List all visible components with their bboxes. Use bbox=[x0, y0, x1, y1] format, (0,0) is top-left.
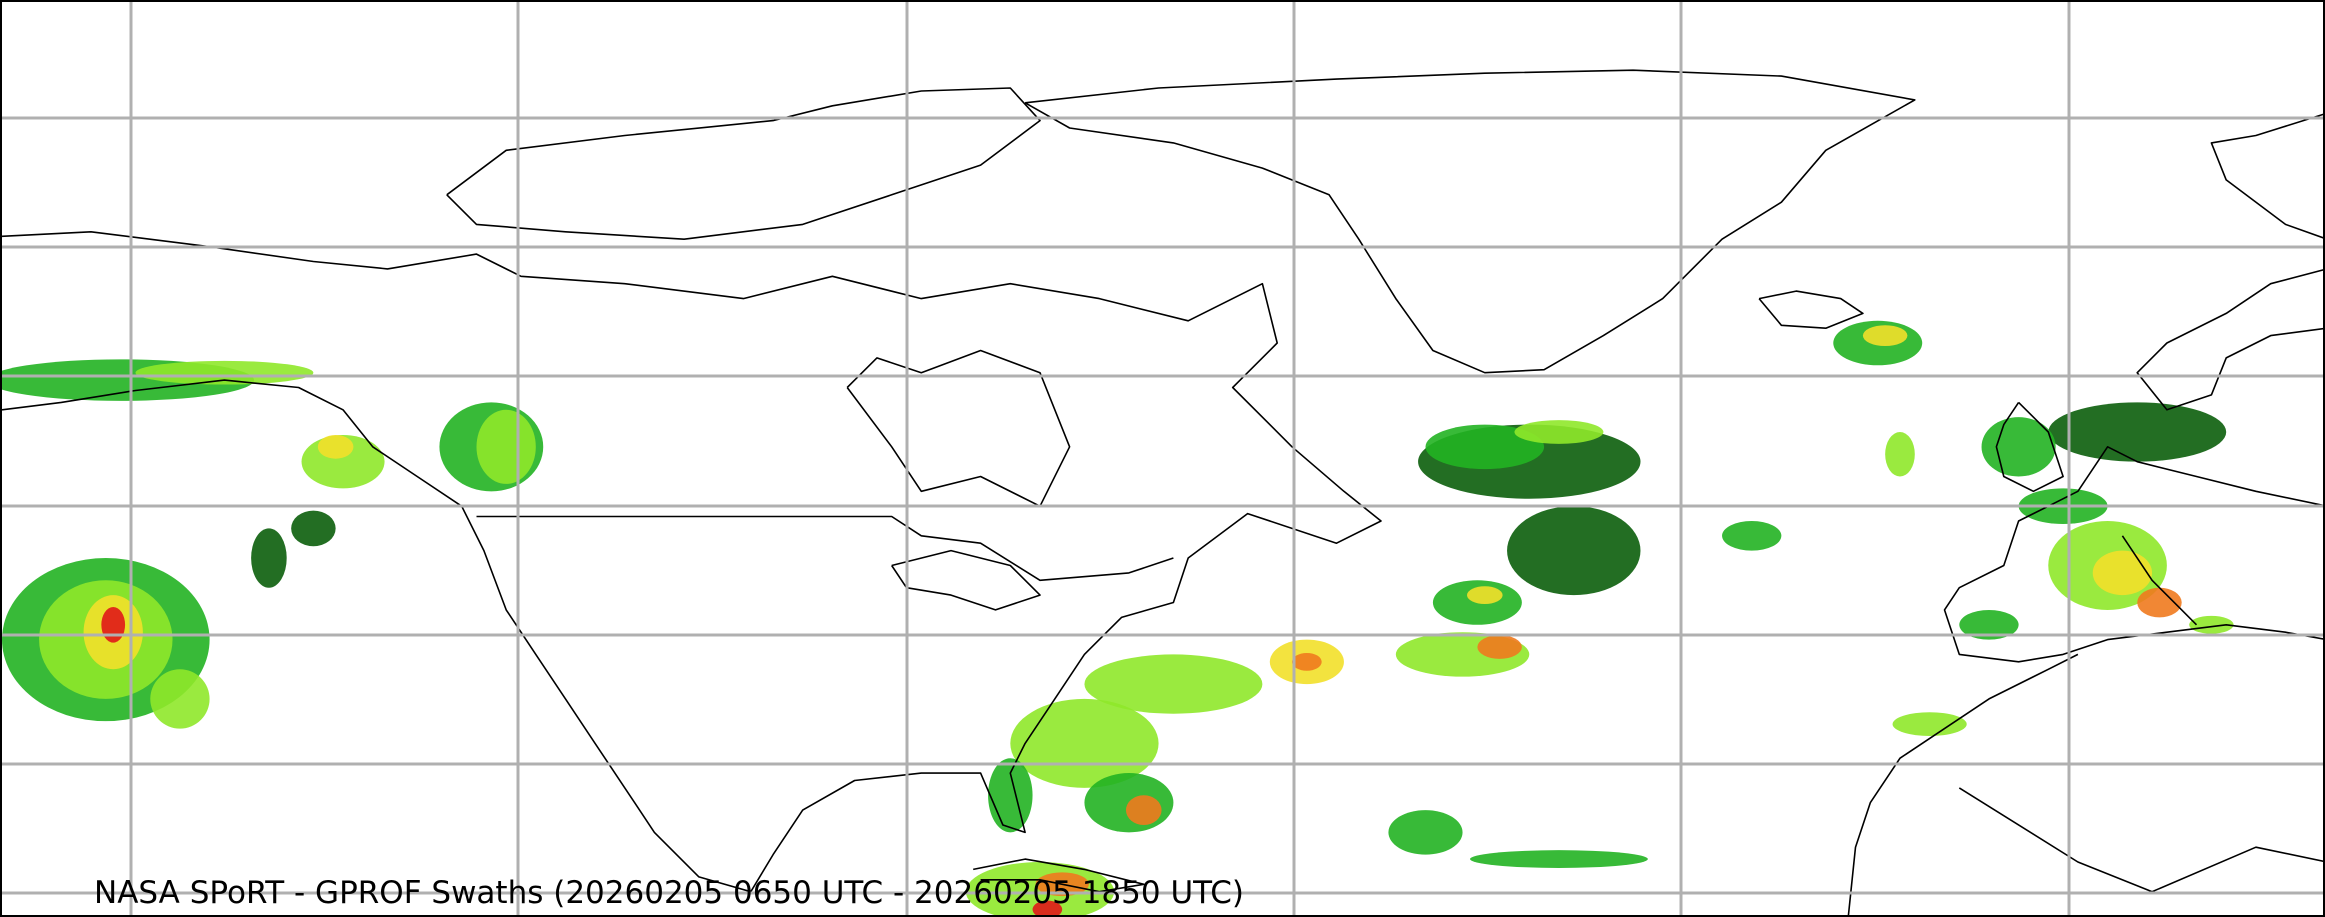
precip-cell bbox=[1477, 635, 1522, 659]
precip-cell bbox=[1425, 424, 1545, 470]
britain-coastline bbox=[1995, 401, 2064, 493]
north-america-coastline bbox=[2, 231, 1382, 893]
scandinavia-coastline bbox=[2136, 269, 2323, 411]
precip-cell bbox=[1084, 654, 1263, 714]
greenland-coastline bbox=[1024, 69, 1916, 374]
europe-africa-coastline bbox=[2210, 113, 2323, 239]
hudson-bay-coastline bbox=[846, 349, 1071, 507]
precip-cell bbox=[988, 758, 1033, 833]
precip-cell bbox=[1892, 712, 1967, 736]
sahara-borders-coastline bbox=[1958, 787, 2323, 893]
precip-cell bbox=[1722, 520, 1782, 551]
precip-cell bbox=[1388, 810, 1463, 855]
precip-cell bbox=[291, 510, 336, 547]
great-lakes-coastline bbox=[891, 549, 1041, 611]
precip-cell bbox=[1467, 586, 1503, 605]
precip-cell bbox=[2137, 587, 2182, 618]
precip-cell bbox=[1862, 325, 1908, 347]
us-canada-border-coastline bbox=[476, 515, 1174, 582]
precip-cell bbox=[1125, 795, 1162, 825]
arctic-islands-coastline bbox=[446, 87, 1041, 240]
precip-cell bbox=[1885, 432, 1915, 477]
precip-cell bbox=[1010, 698, 1159, 788]
coastlines bbox=[2, 69, 2323, 915]
precip-cell bbox=[101, 606, 126, 643]
precip-cell bbox=[2048, 402, 2227, 462]
precip-cell bbox=[1469, 850, 1648, 868]
map-caption: NASA SPoRT - GPROF Swaths (20260205 0650… bbox=[94, 875, 1244, 911]
precip-cell bbox=[251, 528, 287, 588]
precip-cell bbox=[1292, 652, 1322, 671]
precip-cell bbox=[1507, 506, 1641, 596]
precip-cell bbox=[476, 409, 536, 484]
precipitation-swaths bbox=[2, 320, 2234, 915]
precip-cell bbox=[2092, 550, 2153, 596]
precip-cell bbox=[1032, 900, 1063, 915]
north-africa-coastline bbox=[1847, 653, 2079, 915]
precip-cell bbox=[150, 669, 210, 729]
italy-coastline bbox=[2121, 535, 2198, 626]
precip-cell bbox=[2189, 615, 2234, 634]
iceland-coastline bbox=[1758, 290, 1864, 329]
precip-cell bbox=[1959, 609, 2019, 640]
cuba-coastline bbox=[973, 858, 1145, 893]
iberia-africa-coastline bbox=[1943, 446, 2323, 663]
precip-cell bbox=[1981, 417, 2056, 477]
precip-cell bbox=[1514, 420, 1604, 444]
precip-cell bbox=[317, 434, 354, 459]
precip-cell bbox=[135, 360, 314, 385]
